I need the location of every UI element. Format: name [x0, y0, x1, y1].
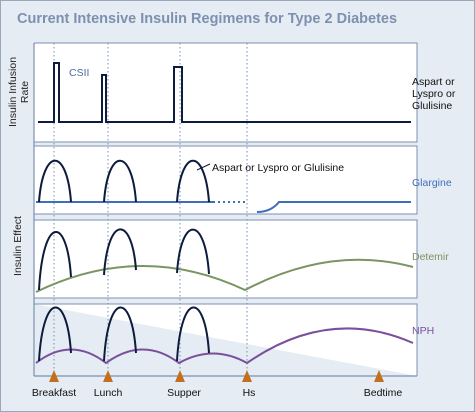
- detemir-basal-curve: [35, 258, 414, 293]
- arrow-lunch: [103, 370, 113, 382]
- csii-infusion-trace: [38, 62, 411, 123]
- csii-label: CSII: [69, 67, 89, 79]
- arrow-breakfast: [49, 370, 59, 382]
- glargine-next-dose: [256, 201, 411, 213]
- glargine-panel: [34, 145, 418, 215]
- bolus-label-line2: Lyspro or: [412, 88, 456, 100]
- arrow-hs: [242, 370, 252, 382]
- glargine-bolus-peaks: [38, 159, 210, 203]
- bolus-annotation: Aspart or Lyspro or Glulisine: [212, 162, 344, 174]
- nph-panel: [34, 303, 418, 376]
- tick-supper: Supper: [167, 387, 201, 399]
- y-axis-label-infusion-line1: Insulin Infusion: [7, 57, 19, 127]
- nph-basal-curve: [35, 327, 414, 365]
- csii-panel: [34, 42, 418, 143]
- timepoint-arrows: [49, 370, 384, 382]
- nph-curves: [35, 306, 414, 365]
- y-axis-label-effect: Insulin Effect: [12, 216, 24, 276]
- meal-guides: [53, 43, 248, 376]
- glargine-curves: [36, 159, 411, 213]
- bolus-label-line3: Glulisine: [412, 100, 452, 112]
- tick-lunch: Lunch: [94, 387, 123, 399]
- y-axis-label-infusion-line2: Rate: [19, 81, 31, 103]
- tick-hs: Hs: [243, 387, 256, 399]
- tick-bedtime: Bedtime: [364, 387, 403, 399]
- bolus-annotation-pointer: [196, 163, 211, 171]
- detemir-label: Detemir: [412, 251, 449, 263]
- detemir-bolus-peaks: [38, 228, 210, 291]
- bolus-label-line1: Aspart or: [412, 76, 455, 88]
- nph-label: NPH: [412, 325, 434, 337]
- nph-bolus-peaks: [38, 306, 210, 362]
- figure-title: Current Intensive Insulin Regimens for T…: [17, 11, 398, 27]
- tick-breakfast: Breakfast: [32, 387, 76, 399]
- arrow-bedtime: [374, 370, 384, 382]
- detemir-curves: [35, 228, 414, 293]
- arrow-supper: [175, 370, 185, 382]
- glargine-label: Glargine: [412, 177, 452, 189]
